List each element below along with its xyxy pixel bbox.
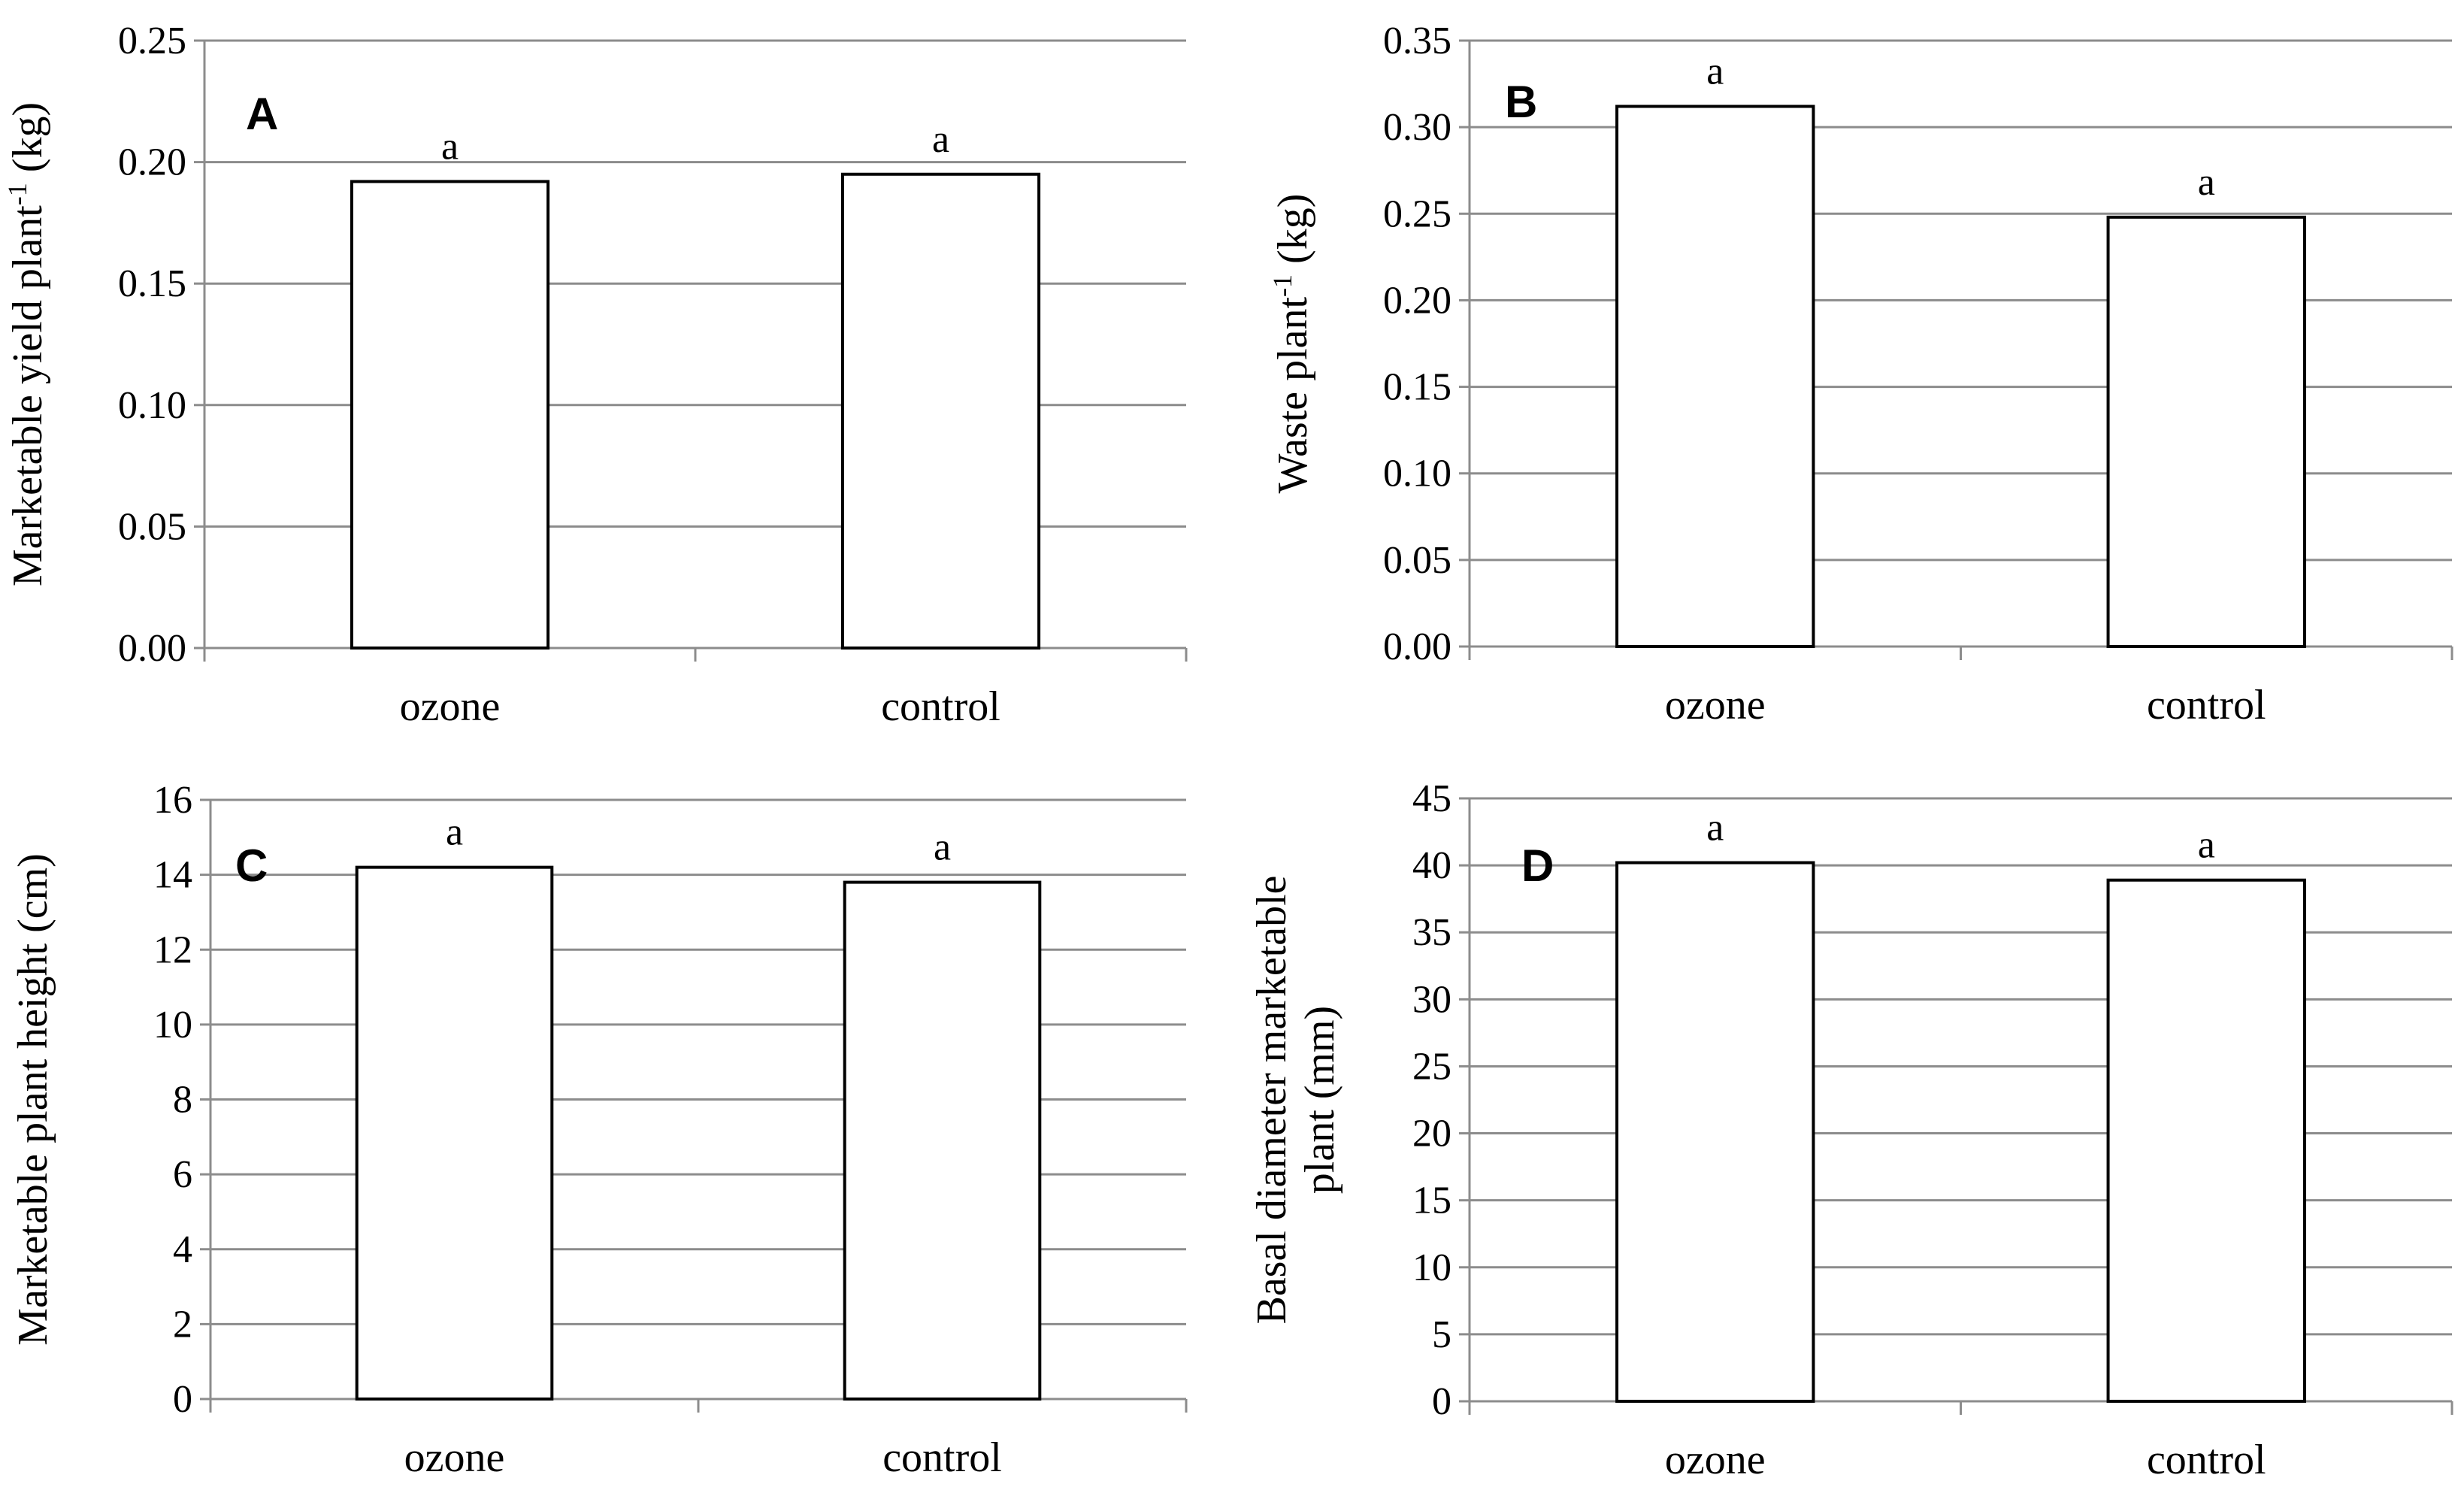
- panel-c-y-axis-label-part: Marketable plant height (cm): [10, 853, 56, 1346]
- panel-a-y-axis-label-part: -1: [2, 183, 32, 205]
- panel-b-y-tick-label: 0.05: [1383, 539, 1451, 582]
- panel-b-y-tick-label: 0.20: [1383, 279, 1451, 322]
- panel-c-y-tick-label: 6: [173, 1153, 192, 1196]
- panel-c-y-tick-label: 16: [153, 779, 192, 822]
- panel-a-significance-label: a: [441, 125, 459, 168]
- panel-a-y-axis-label-part: Marketable yield plant: [5, 205, 51, 586]
- panel-c-bar-control: [843, 880, 1042, 1401]
- panel-d-y-tick-label: 20: [1412, 1113, 1451, 1155]
- panel-d-y-tick-label: 35: [1412, 911, 1451, 954]
- panel-d-y-tick-label: 40: [1412, 844, 1451, 887]
- panel-b-y-axis-label: Waste plant-1 (kg): [1267, 194, 1316, 494]
- panel-c-significance-label: a: [934, 826, 951, 869]
- panel-b-letter: B: [1505, 77, 1537, 127]
- panel-d-x-category-label: control: [2147, 1437, 2266, 1483]
- panel-c-x-category-label: ozone: [404, 1434, 505, 1481]
- panel-b-bar-ozone: [1615, 104, 1815, 649]
- panel-a-y-tick-label: 0.20: [118, 141, 186, 184]
- panel-c-y-tick-label: 12: [153, 928, 192, 971]
- panel-b-y-axis-label-part: Waste plant: [1270, 297, 1316, 494]
- panel-c-y-tick-label: 2: [173, 1303, 192, 1346]
- panel-a-y-axis-label-part: (kg): [5, 102, 51, 183]
- panel-d-y-tick-label: 0: [1432, 1380, 1451, 1423]
- panel-b-y-tick-label: 0.25: [1383, 192, 1451, 235]
- panel-b-significance-label: a: [2198, 161, 2215, 204]
- panel-b-significance-label: a: [1706, 50, 1724, 93]
- panel-d-significance-label: a: [2198, 824, 2215, 867]
- panel-d-y-axis-label: Basal diameter marketable: [1249, 875, 1295, 1324]
- panel-a-y-tick-label: 0.15: [118, 262, 186, 305]
- panel-d-letter: D: [1521, 840, 1554, 891]
- panel-c-y-tick-label: 8: [173, 1079, 192, 1122]
- panel-a-y-tick-label: 0.25: [118, 20, 186, 62]
- panel-b-x-category-label: control: [2147, 682, 2266, 728]
- panel-d-y-tick-label: 25: [1412, 1045, 1451, 1088]
- panel-a-bar-control: [840, 172, 1041, 650]
- panel-b-y-tick-label: 0.30: [1383, 106, 1451, 149]
- panel-b-y-tick-label: 0.00: [1383, 625, 1451, 668]
- panel-a-letter: A: [246, 89, 278, 139]
- panel-d-bar-ozone: [1615, 861, 1815, 1403]
- panel-c-bar-ozone: [355, 865, 554, 1401]
- panel-a-y-tick-label: 0.10: [118, 384, 186, 427]
- panel-d-bar-control: [2106, 878, 2306, 1403]
- panel-c-y-tick-label: 10: [153, 1004, 192, 1046]
- panel-c-y-axis-label: Marketable plant height (cm): [10, 853, 56, 1346]
- panel-b-y-axis-label-part: -1: [1267, 274, 1297, 297]
- panel-b-y-tick-label: 0.35: [1383, 20, 1451, 62]
- panel-b-y-axis-label-part: (kg): [1270, 194, 1316, 274]
- panel-a-y-axis-label: Marketable yield plant-1 (kg): [2, 102, 51, 586]
- panel-a-significance-label: a: [932, 118, 949, 161]
- panel-d-y-tick-label: 5: [1432, 1313, 1451, 1356]
- panel-c-x-category-label: control: [882, 1434, 1002, 1481]
- panel-d-significance-label: a: [1706, 807, 1724, 849]
- panel-c-significance-label: a: [446, 811, 463, 854]
- panel-d-y-tick-label: 15: [1412, 1180, 1451, 1222]
- panel-b-x-category-label: ozone: [1665, 682, 1766, 728]
- panel-b-y-tick-label: 0.10: [1383, 453, 1451, 495]
- panel-a-bar-ozone: [350, 180, 550, 650]
- panel-c-y-tick-label: 4: [173, 1228, 192, 1271]
- panel-b-bar-control: [2106, 215, 2306, 648]
- panel-a-y-tick-label: 0.00: [118, 627, 186, 670]
- panel-d-y-axis-label: plant (mm): [1297, 1006, 1343, 1194]
- panel-d-x-category-label: ozone: [1665, 1437, 1766, 1483]
- panel-c-y-tick-label: 14: [153, 854, 192, 897]
- panel-a-y-tick-label: 0.05: [118, 505, 186, 548]
- panel-d-y-tick-label: 45: [1412, 777, 1451, 820]
- panel-b-y-tick-label: 0.15: [1383, 366, 1451, 409]
- panel-d-y-tick-label: 30: [1412, 978, 1451, 1021]
- panel-c-y-tick-label: 0: [173, 1378, 192, 1421]
- panel-d-y-tick-label: 10: [1412, 1246, 1451, 1289]
- panel-c-letter: C: [235, 840, 268, 891]
- panel-a-x-category-label: control: [881, 683, 1000, 730]
- panel-a-x-category-label: ozone: [400, 683, 501, 730]
